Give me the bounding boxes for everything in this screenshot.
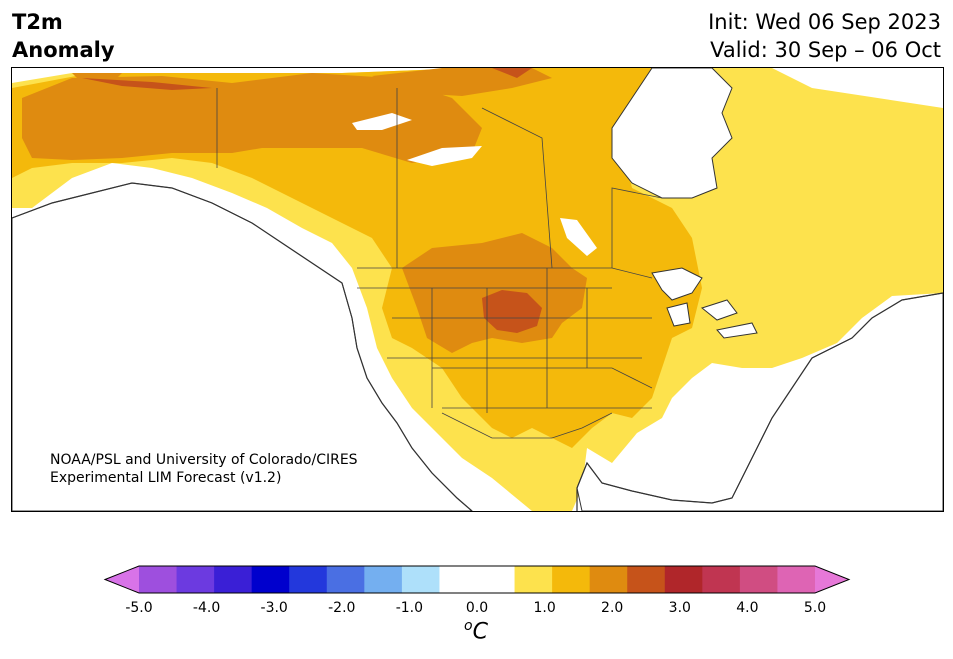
colorbar-cell xyxy=(514,566,553,593)
political-borders xyxy=(216,88,663,439)
anomaly-zone-hot xyxy=(82,68,542,333)
colorbar-cell xyxy=(777,566,816,593)
colorbar-cell xyxy=(214,566,253,593)
colorbar-cell xyxy=(552,566,591,593)
great-lakes xyxy=(651,267,758,339)
unit-label: oC xyxy=(464,618,488,644)
coastline xyxy=(12,182,943,511)
colorbar-tick-label: -4.0 xyxy=(192,600,221,616)
credit-line-2: Experimental LIM Forecast (v1.2) xyxy=(50,470,281,486)
colorbar-cell xyxy=(251,566,290,593)
anomaly-zone-warm xyxy=(12,68,712,448)
colorbar-cell xyxy=(176,566,215,593)
colorbar-cell xyxy=(401,566,440,593)
colorbar-cell xyxy=(364,566,403,593)
valid-date: Valid: 30 Sep – 06 Oct xyxy=(710,38,941,62)
colorbar-extend-high xyxy=(815,566,849,593)
anomaly-map: NOAA/PSL and University of Colorado/CIRE… xyxy=(11,67,944,512)
colorbar-tick-label: 5.0 xyxy=(803,600,827,616)
colorbar-tick-label: 1.0 xyxy=(533,600,556,616)
unit-symbol: C xyxy=(472,619,488,645)
forecast-dates: Init: Wed 06 Sep 2023 Valid: 30 Sep – 06… xyxy=(708,8,941,64)
colorbar-cell xyxy=(289,566,328,593)
colorbar-cell xyxy=(664,566,703,593)
colorbar-outline xyxy=(103,565,851,594)
map-title: T2m Anomaly xyxy=(12,8,115,64)
colorbar-extend-low xyxy=(105,566,139,593)
colorbar-cell xyxy=(326,566,365,593)
colorbar-cells xyxy=(103,565,851,594)
title-line-2: Anomaly xyxy=(12,38,115,62)
colorbar-cell xyxy=(139,566,178,593)
colorbar-cell xyxy=(477,566,516,593)
colorbar-cell xyxy=(739,566,778,593)
credit-line-1: NOAA/PSL and University of Colorado/CIRE… xyxy=(50,452,358,468)
map-canvas: NOAA/PSL and University of Colorado/CIRE… xyxy=(12,68,943,511)
colorbar-tick-label: -5.0 xyxy=(125,600,153,616)
colorbar-tick-label: 4.0 xyxy=(736,600,759,616)
colorbar-cell xyxy=(589,566,628,593)
init-date: Init: Wed 06 Sep 2023 xyxy=(708,10,941,34)
colorbar-tick-label: -1.0 xyxy=(395,600,424,616)
lake-winnipeg xyxy=(560,218,597,256)
colorbar-tick-label: 0.0 xyxy=(465,600,489,616)
colorbar-tick-label: 2.0 xyxy=(601,600,624,616)
colorbar-cell xyxy=(439,566,478,593)
colorbar xyxy=(103,565,851,594)
colorbar-cell xyxy=(627,566,666,593)
colorbar-cell xyxy=(702,566,741,593)
colorbar-tick-label: -2.0 xyxy=(328,600,356,616)
colorbar-tick-label: -3.0 xyxy=(260,600,288,616)
hudson-bay xyxy=(611,68,733,199)
unit-degree: o xyxy=(464,618,473,634)
title-line-1: T2m xyxy=(12,10,63,34)
anomaly-zone-warmer xyxy=(22,68,587,353)
colorbar-tick-label: 3.0 xyxy=(668,600,691,616)
great-slave-lake xyxy=(407,146,482,166)
